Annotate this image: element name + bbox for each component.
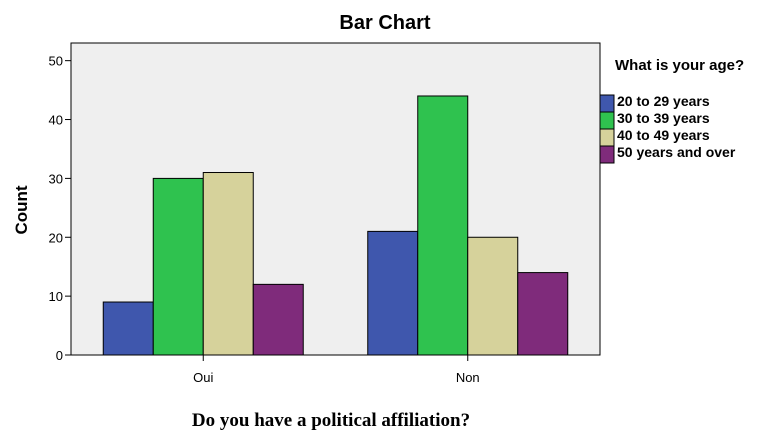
legend-label: 20 to 29 years — [617, 93, 710, 109]
bar-oui-series-2 — [152, 177, 204, 356]
y-tick-label: 30 — [49, 171, 63, 186]
legend-title: What is your age? — [615, 57, 744, 74]
y-axis-label: Count — [12, 185, 31, 234]
legend-swatch — [599, 145, 615, 164]
x-axis: Oui Non — [193, 355, 480, 385]
y-tick-label: 0 — [56, 348, 63, 363]
x-axis-label: Do you have a political affiliation? — [192, 410, 470, 431]
x-tick-label: Oui — [193, 370, 213, 385]
legend-label: 40 to 49 years — [617, 127, 710, 143]
legend-swatch — [599, 128, 615, 147]
x-tick-label: Non — [456, 370, 480, 385]
bar-non-series-4 — [517, 272, 569, 356]
y-tick-label: 10 — [49, 289, 63, 304]
legend-label: 50 years and over — [617, 144, 736, 160]
bars — [102, 95, 569, 356]
bar-non-series-1 — [367, 230, 419, 356]
bar-non-series-2 — [417, 95, 469, 356]
bar-oui-series-4 — [252, 283, 304, 356]
legend-swatch — [599, 94, 615, 113]
y-axis: 0 10 20 30 40 50 — [49, 54, 71, 363]
bar-non-series-3 — [467, 236, 519, 356]
y-tick-label: 50 — [49, 54, 63, 69]
bar-oui-series-1 — [102, 301, 154, 356]
y-tick-label: 40 — [49, 113, 63, 128]
legend-label: 30 to 39 years — [617, 110, 710, 126]
legend-swatch — [599, 111, 615, 130]
chart-title: Bar Chart — [339, 12, 430, 34]
y-tick-label: 20 — [49, 230, 63, 245]
bar-oui-series-3 — [202, 172, 254, 356]
